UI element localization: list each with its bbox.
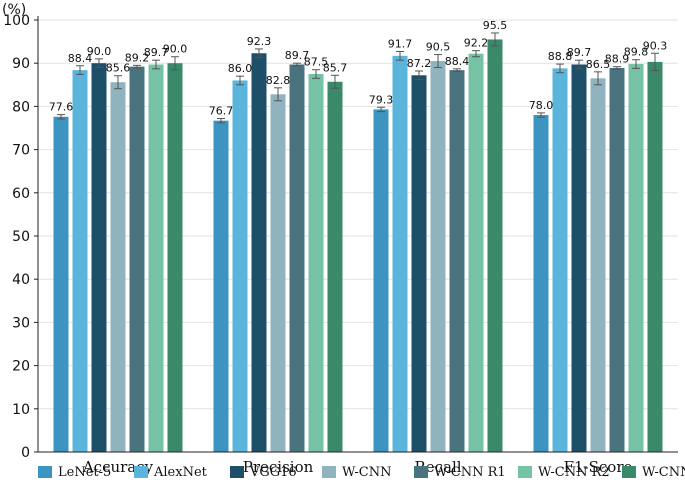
data-label: 88.4 [445, 55, 470, 68]
data-label: 76.7 [209, 104, 234, 117]
data-label: 77.6 [49, 101, 74, 114]
legend-swatch [134, 466, 148, 478]
y-tick-label: 60 [12, 186, 30, 202]
bars-layer: 77.688.490.085.689.289.790.076.786.092.3… [49, 19, 668, 453]
bar [552, 68, 568, 452]
data-label: 79.3 [369, 93, 394, 106]
y-tick-label: 70 [12, 143, 30, 159]
legend-label: W-CNN R1 [434, 465, 506, 480]
data-label: 85.7 [323, 61, 348, 74]
y-tick-label: 100 [3, 13, 30, 29]
data-label: 88.8 [548, 50, 573, 63]
legend-label: VGG16 [249, 465, 297, 480]
legend-swatch [518, 466, 532, 478]
y-tick-label: 20 [12, 359, 30, 375]
data-label: 90.0 [87, 45, 112, 58]
data-label: 85.6 [106, 62, 131, 75]
data-label: 88.9 [605, 53, 630, 66]
bar [308, 74, 324, 452]
bar [571, 64, 587, 452]
data-label: 90.5 [426, 41, 451, 54]
bar [430, 61, 446, 452]
bar [487, 39, 503, 452]
legend-label: W-CNN R2 [538, 465, 610, 480]
bar [392, 55, 408, 453]
bar [533, 115, 549, 452]
bar [53, 116, 69, 452]
bar [129, 66, 145, 452]
legend-swatch [38, 466, 52, 478]
grid-layer [38, 19, 678, 410]
bar [232, 80, 248, 452]
data-label: 95.5 [483, 19, 508, 32]
legend-swatch [622, 466, 636, 478]
bar [628, 64, 644, 453]
category-label: Precision [243, 458, 314, 476]
data-label: 89.7 [144, 46, 169, 59]
data-label: 92.3 [247, 35, 272, 48]
legend-swatch [230, 466, 244, 478]
data-label: 89.8 [624, 46, 649, 59]
data-label: 89.7 [285, 49, 310, 62]
bar [148, 64, 164, 452]
y-axis-unit-label: (%) [2, 2, 26, 18]
legend-label: W-CNN R3 [642, 465, 685, 480]
data-label: 88.4 [68, 52, 93, 65]
bar [213, 120, 229, 452]
bar [110, 82, 126, 452]
y-tick-label: 30 [12, 315, 30, 331]
data-label: 86.5 [586, 58, 611, 71]
legend-label: W-CNN [342, 465, 392, 480]
legend: LeNet-5 AlexNet VGG16 W-CNN W-CNN R1 W-CNN R2… [38, 465, 685, 480]
y-tick-label: 80 [12, 99, 30, 115]
y-tick-label: 50 [12, 229, 30, 245]
data-label: 89.2 [125, 51, 150, 64]
bar [251, 53, 267, 452]
bar [609, 67, 625, 453]
data-label: 78.0 [529, 99, 554, 112]
y-tick-label: 40 [12, 272, 30, 288]
legend-swatch [322, 466, 336, 478]
y-tick-label: 10 [12, 402, 30, 418]
bar [373, 109, 389, 452]
bar [449, 70, 465, 452]
data-label: 87.2 [407, 57, 432, 70]
data-label: 82.8 [266, 74, 291, 87]
y-tick-label: 90 [12, 56, 30, 72]
bar [411, 75, 427, 453]
legend-swatch [414, 466, 428, 478]
legend-label: LeNet-5 [58, 465, 111, 480]
bar [289, 64, 305, 452]
data-label: 92.2 [464, 37, 489, 50]
y-tick-label: 0 [21, 445, 30, 461]
legend-label: AlexNet [153, 465, 208, 480]
bar [327, 81, 343, 452]
bar [167, 63, 183, 452]
bar [590, 78, 606, 452]
data-label: 90.0 [163, 43, 188, 56]
data-label: 86.0 [228, 62, 253, 75]
data-label: 87.5 [304, 56, 329, 69]
data-label: 90.3 [643, 39, 668, 52]
bar [468, 53, 484, 453]
category-label: F1-Score [564, 458, 633, 476]
bar [647, 61, 663, 453]
data-label: 89.7 [567, 46, 592, 59]
data-label: 91.7 [388, 38, 413, 51]
bar [91, 63, 107, 452]
bar [72, 70, 88, 452]
bar [270, 94, 286, 452]
